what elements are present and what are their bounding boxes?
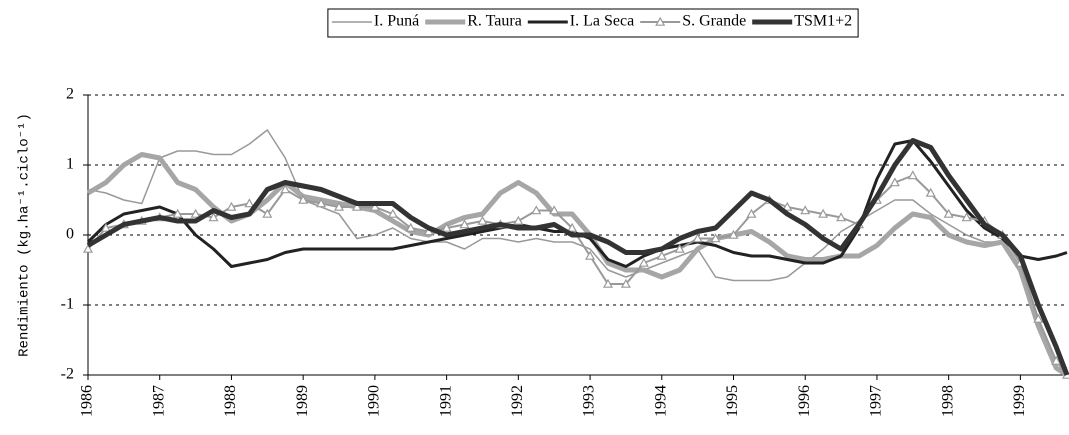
x-tick-label: 1997 bbox=[868, 385, 885, 417]
series-marker bbox=[836, 212, 847, 222]
series-marker bbox=[441, 222, 452, 232]
series-marker bbox=[100, 222, 111, 232]
series-marker bbox=[387, 208, 398, 218]
series-marker bbox=[172, 208, 183, 218]
series-marker bbox=[1033, 313, 1044, 323]
x-tick-label: 1996 bbox=[796, 385, 813, 417]
y-tick-label: -1 bbox=[61, 296, 74, 313]
series-marker bbox=[459, 219, 470, 229]
series-marker bbox=[943, 208, 954, 218]
x-tick-label: 1992 bbox=[509, 385, 526, 417]
series-marker bbox=[800, 205, 811, 215]
series-marker bbox=[298, 194, 309, 204]
y-tick-label: 1 bbox=[66, 156, 74, 173]
legend-label: I. Puná bbox=[374, 13, 419, 30]
x-tick-label: 1987 bbox=[150, 385, 167, 417]
series-marker bbox=[316, 198, 327, 208]
series-line bbox=[86, 139, 1068, 268]
series-marker bbox=[280, 184, 291, 194]
series-marker bbox=[244, 198, 255, 208]
series-marker bbox=[190, 208, 201, 218]
series-marker bbox=[585, 250, 596, 260]
series-marker bbox=[746, 208, 757, 218]
series-marker bbox=[602, 278, 614, 288]
y-axis-label: Rendimiento (kg.ha⁻¹.ciclo⁻¹) bbox=[17, 113, 33, 357]
series-marker bbox=[82, 243, 94, 253]
series-marker bbox=[907, 170, 918, 180]
series-marker bbox=[351, 201, 362, 211]
series-marker bbox=[208, 212, 219, 222]
series-marker bbox=[782, 201, 793, 211]
series-marker bbox=[477, 215, 488, 225]
series-marker bbox=[674, 243, 685, 253]
legend-label: S. Grande bbox=[682, 13, 746, 30]
legend-label: I. La Seca bbox=[570, 13, 634, 30]
y-tick-label: -2 bbox=[61, 366, 74, 383]
x-tick-label: 1988 bbox=[222, 385, 239, 417]
series-marker bbox=[728, 229, 739, 239]
series-marker bbox=[513, 215, 524, 225]
x-tick-label: 1995 bbox=[724, 385, 741, 417]
series-marker bbox=[925, 187, 936, 197]
series-marker bbox=[405, 222, 416, 232]
series-marker bbox=[620, 278, 631, 288]
legend-label: R. Taura bbox=[467, 13, 522, 30]
y-tick-label: 0 bbox=[66, 226, 74, 243]
series-marker bbox=[889, 177, 900, 187]
series-line bbox=[86, 138, 1069, 376]
series-marker bbox=[656, 250, 667, 260]
x-tick-label: 1989 bbox=[294, 385, 311, 417]
x-tick-label: 1993 bbox=[581, 385, 598, 417]
x-tick-label: 1986 bbox=[79, 385, 96, 417]
x-tick-label: 1994 bbox=[652, 385, 669, 417]
x-tick-label: 1998 bbox=[939, 385, 956, 417]
series-line bbox=[87, 129, 1068, 369]
series-marker bbox=[710, 233, 721, 243]
series-marker bbox=[961, 212, 972, 222]
x-tick-label: 1999 bbox=[1011, 385, 1028, 417]
series-marker bbox=[818, 208, 829, 218]
legend-label: TSM1+2 bbox=[794, 13, 852, 30]
series-marker bbox=[531, 205, 542, 215]
legend: I. Puná R. Taura I. La Seca S. Grande TSM1+2 bbox=[327, 8, 859, 38]
legend-marker bbox=[655, 16, 666, 26]
y-tick-label: 2 bbox=[66, 86, 74, 103]
series-marker bbox=[1051, 355, 1062, 365]
series-marker bbox=[226, 201, 237, 211]
series-marker bbox=[334, 201, 345, 211]
x-tick-label: 1990 bbox=[366, 385, 383, 417]
series-marker bbox=[638, 257, 649, 267]
series-marker bbox=[567, 222, 578, 232]
series-marker bbox=[262, 208, 273, 218]
x-tick-label: 1991 bbox=[437, 385, 454, 417]
series-marker bbox=[369, 201, 380, 211]
series-marker bbox=[549, 205, 560, 215]
series-marker bbox=[692, 233, 703, 243]
